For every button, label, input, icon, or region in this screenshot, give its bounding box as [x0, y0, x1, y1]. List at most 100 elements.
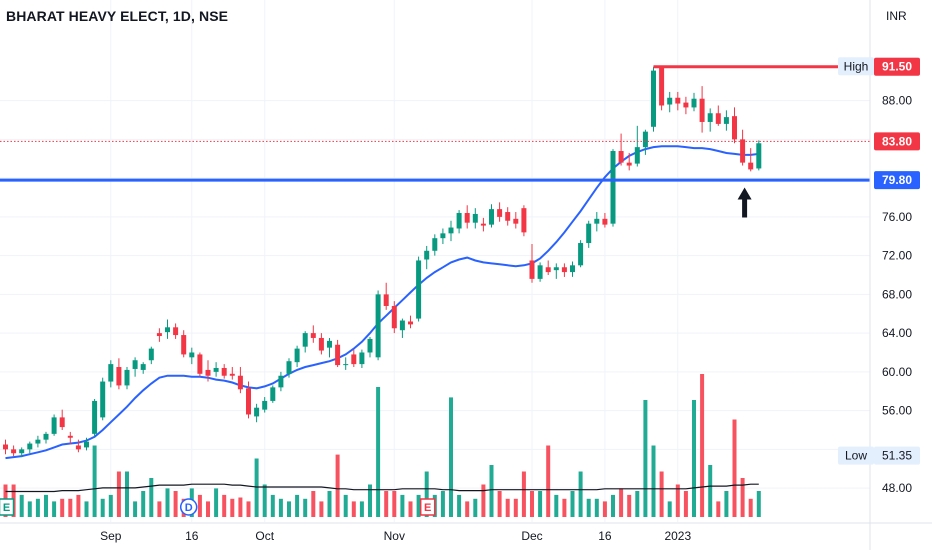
volume-bar	[546, 445, 551, 517]
candle	[391, 301, 397, 334]
volume-bar	[740, 478, 745, 517]
candle-body	[189, 352, 195, 358]
Low-label-box	[838, 446, 874, 465]
candle	[367, 336, 373, 358]
candle	[448, 220, 454, 242]
support-price-tag: 79.80	[874, 171, 920, 190]
candle	[140, 362, 146, 374]
candle	[618, 133, 624, 166]
time-tick-label: Nov	[384, 529, 405, 543]
volume-bar	[246, 501, 251, 517]
candle-body	[472, 213, 478, 223]
candle	[594, 212, 600, 232]
candle	[148, 346, 154, 365]
candle	[723, 110, 729, 131]
volume-bar	[400, 494, 405, 517]
candle	[480, 217, 486, 232]
candle-body	[602, 218, 608, 225]
volume-bar	[35, 498, 40, 517]
candle-body	[140, 364, 146, 370]
last-price-value: 83.80	[882, 134, 912, 148]
candle	[626, 152, 632, 171]
time-axis[interactable]: Sep 16 Oct Nov Dec 16 2023	[0, 522, 932, 543]
candle	[497, 202, 503, 222]
candle	[537, 262, 543, 282]
up-arrow-icon	[737, 187, 752, 218]
price-tick-label: 76.00	[882, 210, 912, 224]
candle	[732, 107, 737, 144]
candle-body	[343, 364, 349, 366]
volume-bar	[481, 484, 486, 517]
volume-bar	[392, 491, 397, 517]
candle-body	[84, 441, 89, 448]
candle-body	[464, 213, 470, 223]
candle	[19, 447, 25, 458]
candle	[254, 403, 260, 423]
candle	[51, 414, 57, 436]
candle-body	[424, 250, 430, 260]
candle-body	[610, 151, 616, 224]
price-tick-label: 72.00	[882, 249, 912, 263]
price-axis[interactable]: High91.5591.5083.8079.80Low51.3588.0076.…	[838, 57, 920, 495]
candle-body	[156, 333, 162, 337]
candle	[683, 96, 689, 115]
candle	[602, 213, 608, 228]
volume-bar	[100, 498, 105, 517]
volume-bar	[133, 501, 138, 517]
candle-body	[124, 369, 130, 386]
candle-body	[570, 265, 575, 273]
candle	[75, 439, 81, 453]
candle	[408, 315, 413, 329]
candle-body	[359, 352, 365, 365]
volume-bar	[554, 494, 559, 517]
candle-body	[302, 333, 308, 347]
candle	[651, 66, 656, 132]
volume-bar	[570, 491, 575, 517]
volume-bar	[538, 491, 543, 517]
candle	[691, 92, 697, 112]
volume-bar	[692, 400, 696, 517]
candle-body	[691, 98, 697, 108]
event-marker: D	[179, 498, 198, 516]
candle	[634, 125, 640, 167]
candle	[642, 129, 648, 155]
volume-bar	[700, 374, 705, 517]
candle	[59, 409, 65, 430]
volume-bar	[76, 494, 81, 517]
candle	[246, 381, 251, 419]
resistance-value: 91.50	[882, 60, 912, 74]
volume-bar	[230, 498, 235, 517]
candle-body	[416, 260, 422, 319]
volume-bar	[359, 501, 364, 517]
candle-body	[659, 67, 665, 106]
candle-body	[732, 116, 737, 140]
ema-path	[5, 145, 759, 460]
candle-body	[310, 333, 316, 338]
volume-bar	[92, 445, 97, 517]
candle-body	[391, 305, 397, 329]
volume-bar	[60, 498, 65, 517]
volume-bar	[416, 494, 421, 517]
candle	[521, 205, 527, 237]
candle	[270, 385, 276, 403]
volume-bar	[489, 465, 494, 517]
candle-body	[683, 102, 689, 108]
candle-body	[537, 265, 543, 279]
candle-body	[699, 98, 705, 122]
resistance-price-tag: 91.50	[874, 57, 920, 76]
candle	[213, 362, 219, 377]
candle	[513, 212, 519, 229]
candle-body	[521, 208, 527, 233]
candle	[375, 290, 381, 361]
candle-body	[270, 387, 276, 401]
volume-bar	[465, 501, 470, 517]
candle	[318, 333, 324, 355]
candle-body	[59, 417, 65, 428]
time-tick-label: Dec	[521, 529, 542, 543]
candle-body	[75, 445, 81, 450]
candle-body	[553, 267, 559, 271]
candle	[715, 105, 721, 126]
candle	[286, 358, 292, 378]
time-tick-label: 16	[185, 529, 199, 543]
